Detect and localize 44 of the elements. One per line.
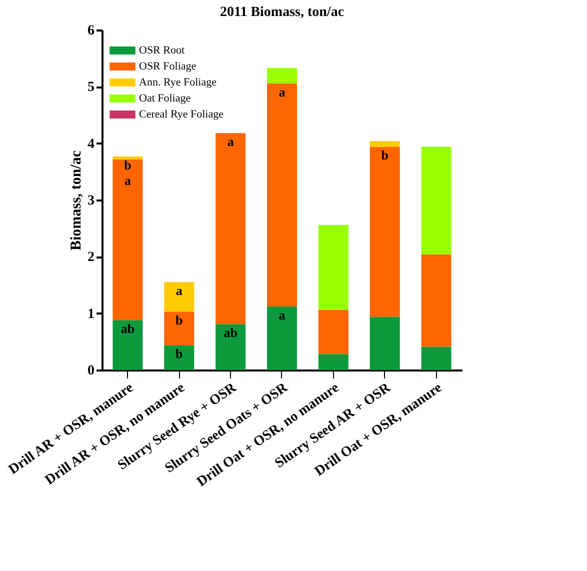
bar: [216, 133, 246, 324]
bar: [164, 312, 194, 346]
bar: [164, 282, 194, 312]
bar: [112, 320, 143, 370]
y-tick-label: 6: [88, 24, 94, 38]
data-label: a: [124, 173, 132, 188]
bar: [112, 159, 143, 320]
data-label: ab: [120, 321, 135, 336]
data-label: a: [278, 84, 286, 100]
legend-label: OSR Root: [139, 44, 185, 56]
data-label: b: [176, 346, 183, 362]
bar: [216, 324, 246, 370]
legend-label: OSR Foliage: [139, 60, 196, 72]
y-tick-label: 4: [88, 136, 94, 152]
data-label: b: [124, 157, 132, 172]
bar: [318, 354, 348, 370]
bar: [421, 254, 452, 347]
data-label: a: [227, 134, 234, 150]
y-tick-label: 0: [88, 364, 94, 378]
y-tick-label: 3: [88, 194, 94, 208]
data-label: ab: [224, 325, 238, 340]
legend-label: Oat Foliage: [139, 92, 191, 104]
y-tick-label: 1: [88, 306, 94, 322]
bar: [318, 224, 348, 310]
bar: [267, 83, 297, 307]
y-tick-label: 2: [88, 250, 94, 266]
data-label: a: [278, 308, 286, 323]
data-label: b: [176, 312, 183, 328]
bar: [370, 141, 400, 147]
bar: [164, 345, 194, 370]
data-label: a: [176, 283, 183, 298]
bar: [370, 316, 400, 370]
bar: [267, 306, 297, 370]
bar: [318, 310, 348, 354]
chart-title: 2011 Biomass, ton/ac: [220, 5, 344, 20]
bar: [421, 146, 452, 254]
bar: [421, 346, 452, 370]
legend-label: Cereal Rye Foliage: [139, 108, 224, 120]
bar: [267, 68, 297, 84]
bar: [370, 146, 400, 317]
data-label: b: [381, 148, 388, 163]
y-axis-title: Biomass, ton/ac: [68, 150, 84, 251]
y-tick-label: 5: [88, 80, 94, 96]
legend-label: Ann. Rye Foliage: [139, 76, 217, 88]
